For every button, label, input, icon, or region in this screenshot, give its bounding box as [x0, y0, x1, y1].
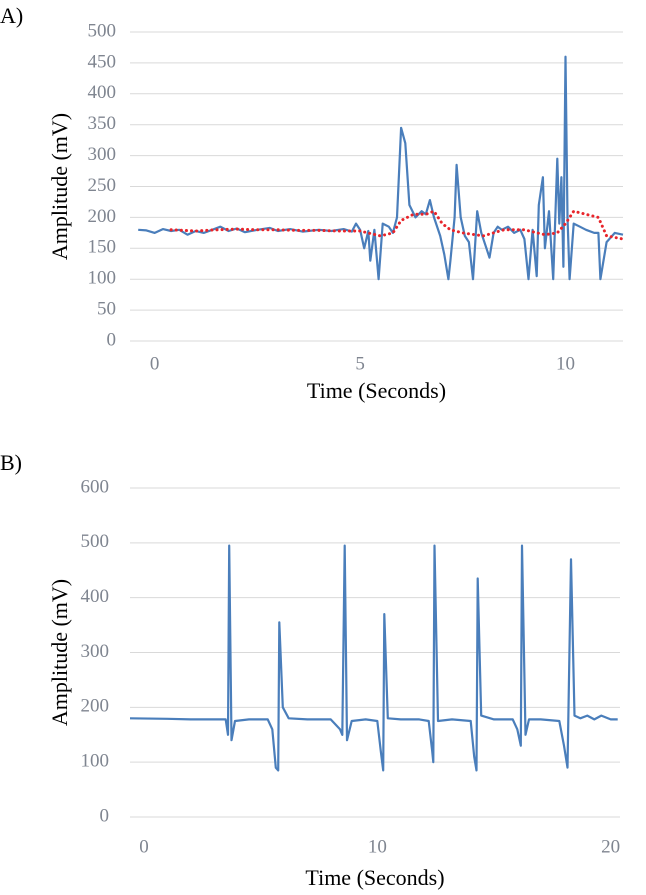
y-tick-label: 250: [88, 175, 117, 196]
y-tick-label: 500: [88, 20, 117, 41]
y-tick-label: 150: [88, 237, 117, 258]
y-tick-label: 600: [81, 476, 110, 497]
y-tick-label: 500: [81, 531, 110, 552]
y-tick-label: 100: [88, 268, 117, 289]
y-tick-label: 0: [107, 329, 117, 350]
x-tick-label: 10: [368, 836, 387, 857]
data-line: [169, 209, 625, 241]
y-tick-label: 100: [81, 751, 110, 772]
y-tick-label: 350: [88, 113, 117, 134]
panel-label: A): [0, 3, 23, 28]
x-tick-label: 5: [355, 353, 365, 374]
y-tick-label: 200: [81, 696, 110, 717]
data-line: [138, 55, 624, 281]
data-line: [129, 544, 618, 772]
x-tick-label: 10: [556, 353, 575, 374]
y-tick-label: 300: [88, 144, 117, 165]
x-axis-title: Time (Seconds): [305, 865, 444, 890]
x-tick-label: 0: [139, 836, 149, 857]
y-tick-label: 400: [88, 82, 117, 103]
x-tick-label: 0: [150, 353, 160, 374]
y-axis-title: Amplitude (mV): [47, 113, 72, 260]
y-tick-label: 50: [97, 298, 116, 319]
y-tick-label: 0: [100, 805, 110, 826]
panel-label: B): [0, 450, 22, 475]
y-tick-label: 400: [81, 586, 110, 607]
x-tick-label: 20: [601, 836, 620, 857]
y-tick-label: 200: [88, 206, 117, 227]
y-axis-title: Amplitude (mV): [47, 579, 72, 726]
y-tick-label: 450: [88, 51, 117, 72]
x-axis-title: Time (Seconds): [307, 378, 446, 403]
y-tick-label: 300: [81, 641, 110, 662]
